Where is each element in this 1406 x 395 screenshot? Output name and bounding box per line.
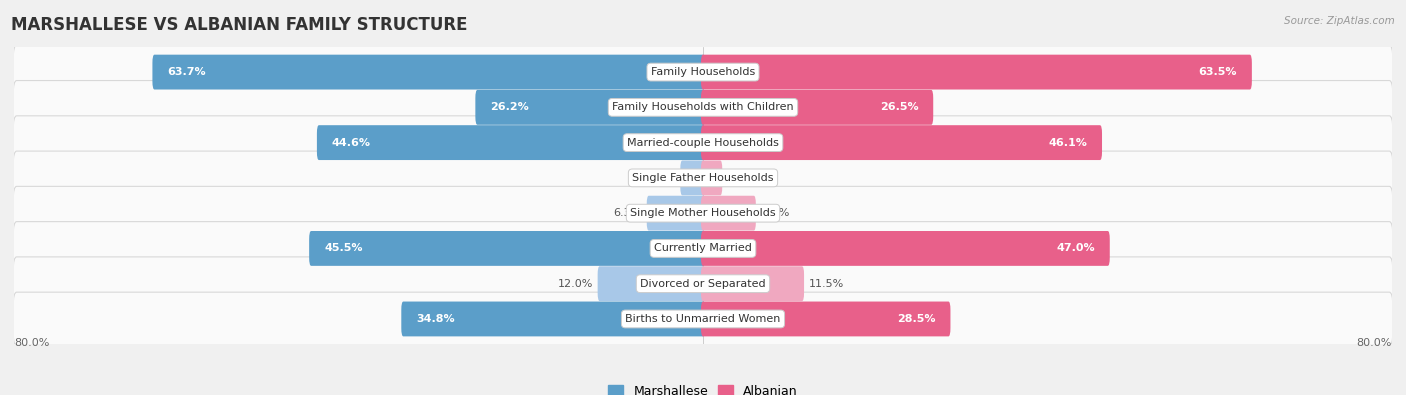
Text: Source: ZipAtlas.com: Source: ZipAtlas.com bbox=[1284, 16, 1395, 26]
FancyBboxPatch shape bbox=[702, 266, 804, 301]
Text: Family Households: Family Households bbox=[651, 67, 755, 77]
FancyBboxPatch shape bbox=[702, 55, 1251, 90]
FancyBboxPatch shape bbox=[13, 151, 1393, 205]
Text: 80.0%: 80.0% bbox=[1357, 338, 1392, 348]
Text: 6.3%: 6.3% bbox=[613, 208, 643, 218]
FancyBboxPatch shape bbox=[13, 81, 1393, 134]
Text: 63.5%: 63.5% bbox=[1198, 67, 1237, 77]
FancyBboxPatch shape bbox=[702, 231, 1109, 266]
FancyBboxPatch shape bbox=[309, 231, 704, 266]
FancyBboxPatch shape bbox=[316, 125, 704, 160]
FancyBboxPatch shape bbox=[13, 116, 1393, 169]
Text: Divorced or Separated: Divorced or Separated bbox=[640, 279, 766, 289]
Text: 2.4%: 2.4% bbox=[647, 173, 675, 183]
Text: Single Mother Households: Single Mother Households bbox=[630, 208, 776, 218]
Text: 28.5%: 28.5% bbox=[897, 314, 935, 324]
FancyBboxPatch shape bbox=[13, 222, 1393, 275]
Text: Births to Unmarried Women: Births to Unmarried Women bbox=[626, 314, 780, 324]
FancyBboxPatch shape bbox=[13, 292, 1393, 346]
FancyBboxPatch shape bbox=[475, 90, 704, 125]
Text: Married-couple Households: Married-couple Households bbox=[627, 137, 779, 148]
Text: MARSHALLESE VS ALBANIAN FAMILY STRUCTURE: MARSHALLESE VS ALBANIAN FAMILY STRUCTURE bbox=[11, 16, 468, 34]
Text: 5.9%: 5.9% bbox=[761, 208, 789, 218]
Text: 12.0%: 12.0% bbox=[557, 279, 593, 289]
FancyBboxPatch shape bbox=[702, 125, 1102, 160]
Text: Family Households with Children: Family Households with Children bbox=[612, 102, 794, 112]
FancyBboxPatch shape bbox=[13, 257, 1393, 310]
FancyBboxPatch shape bbox=[152, 55, 704, 90]
FancyBboxPatch shape bbox=[702, 301, 950, 337]
Text: 34.8%: 34.8% bbox=[416, 314, 456, 324]
Text: 63.7%: 63.7% bbox=[167, 67, 205, 77]
FancyBboxPatch shape bbox=[702, 196, 756, 231]
FancyBboxPatch shape bbox=[13, 186, 1393, 240]
FancyBboxPatch shape bbox=[681, 160, 704, 195]
FancyBboxPatch shape bbox=[702, 90, 934, 125]
FancyBboxPatch shape bbox=[13, 45, 1393, 99]
Text: 26.2%: 26.2% bbox=[491, 102, 529, 112]
Text: 80.0%: 80.0% bbox=[14, 338, 49, 348]
FancyBboxPatch shape bbox=[401, 301, 704, 337]
Text: Single Father Households: Single Father Households bbox=[633, 173, 773, 183]
Text: 26.5%: 26.5% bbox=[880, 102, 918, 112]
Text: 11.5%: 11.5% bbox=[808, 279, 844, 289]
Text: Currently Married: Currently Married bbox=[654, 243, 752, 254]
Text: 44.6%: 44.6% bbox=[332, 137, 371, 148]
Text: 45.5%: 45.5% bbox=[323, 243, 363, 254]
FancyBboxPatch shape bbox=[598, 266, 704, 301]
Text: 47.0%: 47.0% bbox=[1056, 243, 1095, 254]
Text: 2.0%: 2.0% bbox=[727, 173, 755, 183]
FancyBboxPatch shape bbox=[647, 196, 704, 231]
Text: 46.1%: 46.1% bbox=[1049, 137, 1087, 148]
FancyBboxPatch shape bbox=[702, 160, 723, 195]
Legend: Marshallese, Albanian: Marshallese, Albanian bbox=[603, 380, 803, 395]
